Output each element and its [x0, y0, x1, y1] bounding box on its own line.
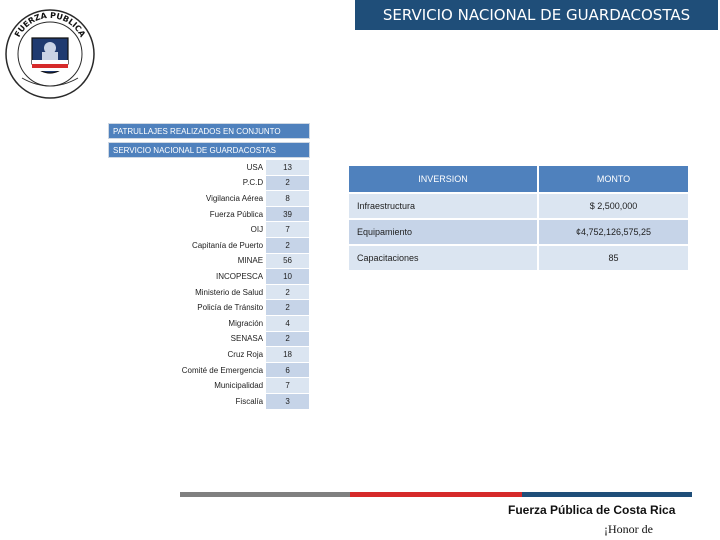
agency-label: Vigilancia Aérea	[205, 193, 264, 203]
patrol-count: 2	[265, 283, 310, 301]
agency-label: Comité de Emergencia	[181, 365, 264, 375]
patrols-subtitle: SERVICIO NACIONAL DE GUARDACOSTAS	[108, 142, 310, 158]
page-header: SERVICIO NACIONAL DE GUARDACOSTAS	[355, 0, 718, 30]
agency-label: P.C.D	[242, 178, 264, 188]
patrol-count: 7	[265, 377, 310, 394]
patrol-count: 7	[265, 221, 310, 238]
agency-label: OIJ	[250, 225, 264, 235]
patrol-count: 3	[265, 392, 310, 410]
agency-label: Cruz Roja	[227, 349, 264, 359]
footer-stripes	[180, 492, 692, 497]
agency-label: Policía de Tránsito	[197, 303, 264, 313]
shield-badge-icon: FUERZA PUBLICA	[5, 9, 95, 99]
table-row: Vigilancia Aérea 8	[108, 190, 310, 207]
table-row: P.C.D 2	[108, 174, 310, 192]
agency-label: SENASA	[230, 334, 264, 344]
stripe-gray	[180, 492, 350, 497]
table-row: Fiscalía 3	[108, 392, 310, 410]
patrol-count: 39	[265, 205, 310, 223]
table-row: MINAE 56	[108, 252, 310, 270]
stripe-red	[350, 492, 522, 497]
patrol-count: 13	[265, 159, 310, 176]
table-row: OIJ 7	[108, 221, 310, 238]
patrol-count: 56	[265, 252, 310, 270]
table-row: Capacitaciones 85	[349, 246, 688, 270]
investment-amount: ¢4,752,126,575,25	[539, 220, 688, 244]
table-row: Equipamiento ¢4,752,126,575,25	[349, 220, 688, 244]
table-row: Capitanía de Puerto 2	[108, 236, 310, 254]
patrol-count: 2	[265, 299, 310, 316]
patrols-title: PATRULLAJES REALIZADOS EN CONJUNTO	[108, 123, 310, 139]
table-row: Policía de Tránsito 2	[108, 299, 310, 316]
patrol-count: 8	[265, 190, 310, 207]
agency-label: Fuerza Pública	[209, 209, 264, 219]
patrols-table: USA 13 P.C.D 2 Vigilancia Aérea 8 Fuerza Pú…	[108, 159, 310, 410]
agency-label: MINAE	[237, 256, 264, 266]
agency-label: INCOPESCA	[215, 271, 264, 281]
agency-label: USA	[246, 162, 264, 172]
patrol-count: 4	[265, 314, 310, 332]
patrol-count: 2	[265, 174, 310, 192]
footer-motto: ¡Honor de	[604, 522, 653, 536]
agency-label: Capitanía de Puerto	[191, 240, 264, 250]
investment-amount: $ 2,500,000	[539, 194, 688, 218]
patrol-count: 2	[265, 330, 310, 348]
table-row: USA 13	[108, 159, 310, 176]
fuerza-publica-logo: FUERZA PUBLICA	[2, 2, 98, 108]
investment-amount: 85	[539, 246, 688, 270]
table-row: Infraestructura $ 2,500,000	[349, 194, 688, 218]
investment-category: Equipamiento	[349, 220, 537, 244]
investment-category: Capacitaciones	[349, 246, 537, 270]
table-row: Comité de Emergencia 6	[108, 361, 310, 379]
investment-category: Infraestructura	[349, 194, 537, 218]
footer-organization: Fuerza Pública de Costa Rica	[508, 503, 676, 517]
column-header-monto: MONTO	[539, 166, 688, 192]
table-header-row: INVERSION MONTO	[349, 166, 688, 192]
investment-table: INVERSION MONTO Infraestructura $ 2,500,…	[347, 164, 690, 272]
table-row: SENASA 2	[108, 330, 310, 348]
page-title: SERVICIO NACIONAL DE GUARDACOSTAS	[382, 6, 691, 24]
column-header-inversion: INVERSION	[349, 166, 537, 192]
patrol-count: 2	[265, 236, 310, 254]
table-row: Fuerza Pública 39	[108, 205, 310, 223]
agency-label: Ministerio de Salud	[195, 287, 264, 297]
table-row: Ministerio de Salud 2	[108, 283, 310, 301]
patrol-count: 6	[265, 361, 310, 379]
agency-label: Municipalidad	[214, 381, 264, 391]
table-row: Migración 4	[108, 314, 310, 332]
table-row: Municipalidad 7	[108, 377, 310, 394]
agency-label: Migración	[228, 318, 264, 328]
patrol-count: 10	[265, 268, 310, 285]
table-row: Cruz Roja 18	[108, 346, 310, 363]
table-row: INCOPESCA 10	[108, 268, 310, 285]
agency-label: Fiscalía	[235, 396, 264, 406]
stripe-blue	[522, 492, 692, 497]
patrol-count: 18	[265, 346, 310, 363]
